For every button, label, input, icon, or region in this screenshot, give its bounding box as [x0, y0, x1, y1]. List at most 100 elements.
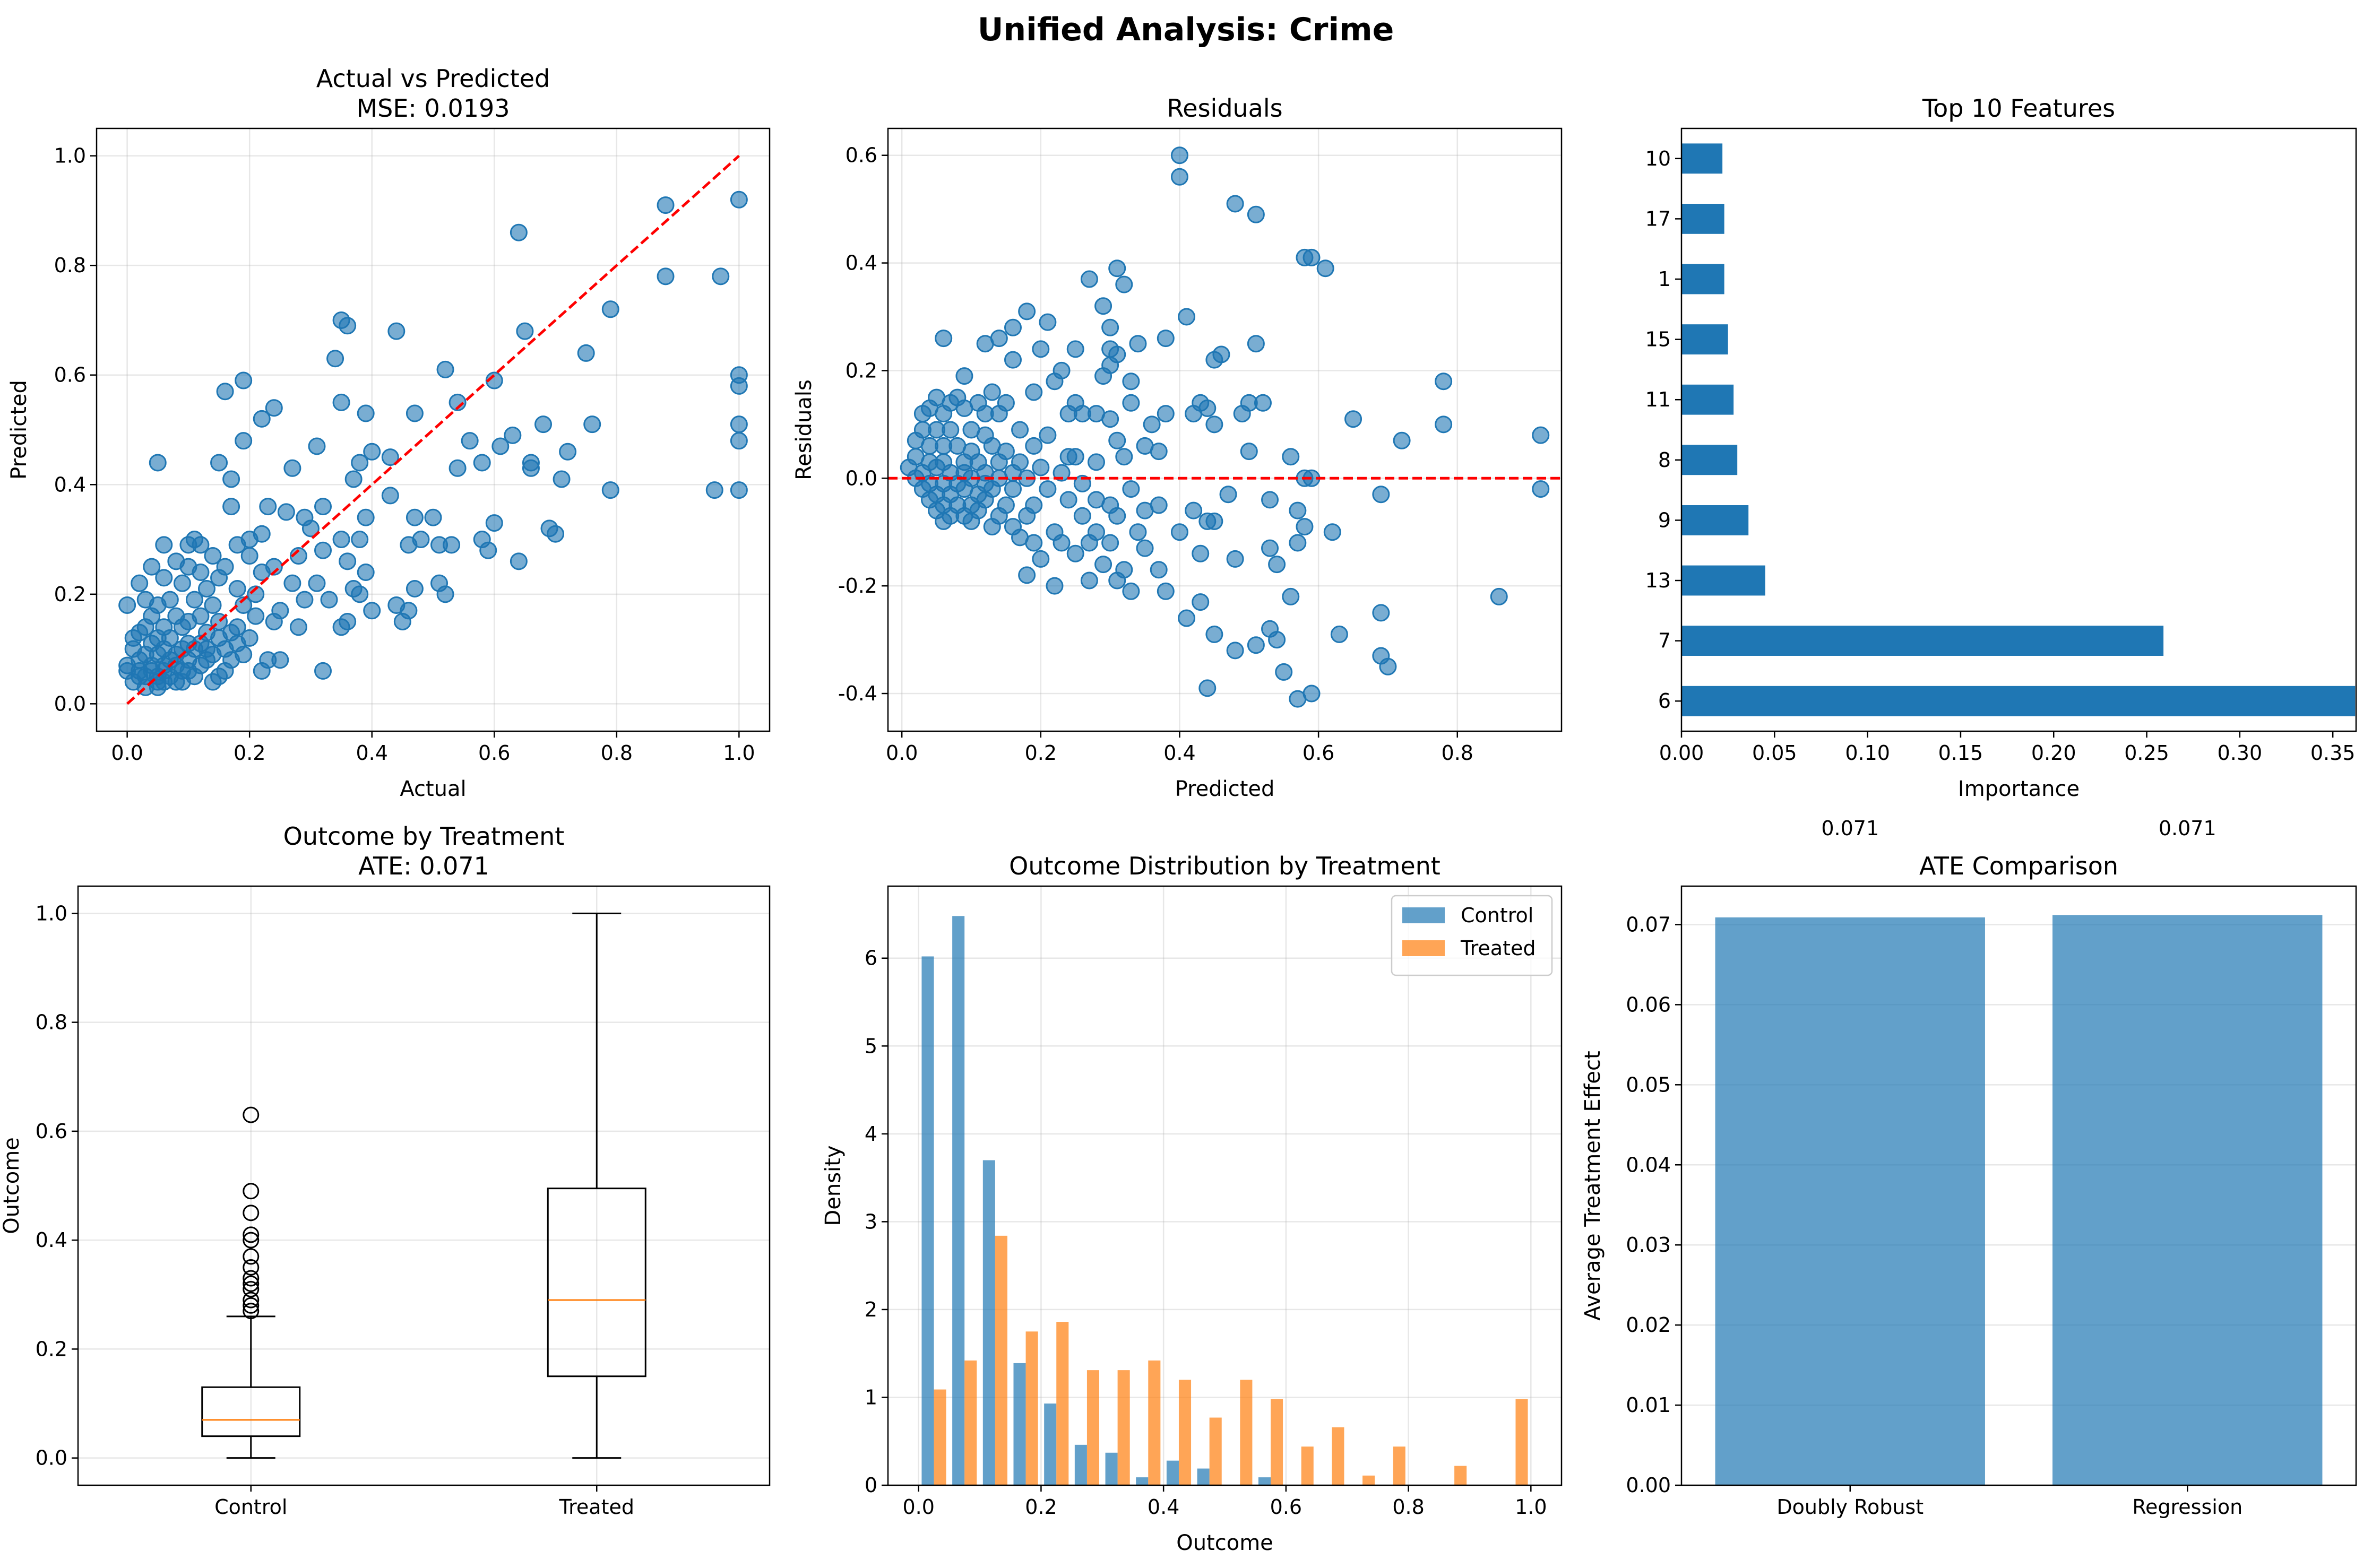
scatter-point — [253, 410, 271, 428]
scatter-point — [1094, 556, 1112, 574]
scatter-point — [204, 547, 222, 565]
hist-bar-treated — [1025, 1331, 1038, 1485]
hist-bar-treated — [1240, 1380, 1253, 1485]
y-tick-label: 0.8 — [36, 1011, 67, 1034]
scatter-point — [424, 508, 442, 526]
scatter-point — [962, 512, 980, 530]
y-tick-label: 0.05 — [1626, 1073, 1671, 1096]
y-tick-label: 0.4 — [54, 473, 86, 496]
scatter-point — [1178, 609, 1196, 627]
x-tick-label: 0.2 — [234, 741, 265, 765]
scatter-point — [955, 399, 973, 417]
scatter-point — [1268, 631, 1286, 649]
axes-frame — [1680, 127, 2357, 732]
scatter-point — [1330, 625, 1348, 643]
panel-title: MSE: 0.0193 — [356, 94, 510, 123]
hist-bar-treated — [1393, 1446, 1405, 1485]
x-axis-label: Predicted — [1175, 777, 1275, 801]
scatter-point — [1053, 464, 1071, 482]
scatter-point — [657, 267, 675, 285]
panel-top-features: 6 7 13 9 8 11 15 1 17 10 0.00 0.05 0.10 0.15 0.20 0.25 0… — [1645, 94, 2357, 801]
outlier-point — [243, 1275, 260, 1292]
y-tick-label: 6 — [865, 947, 877, 970]
scatter-point — [149, 454, 167, 472]
category-label: Control — [214, 1495, 287, 1519]
y-tick-label: 2 — [865, 1298, 877, 1321]
scatter-point — [1025, 383, 1043, 401]
scatter-point — [412, 531, 430, 549]
scatter-point — [143, 558, 161, 576]
scatter-point — [510, 223, 528, 241]
feature-bar — [1681, 565, 1765, 596]
y-tick-label: 0.06 — [1626, 993, 1671, 1016]
scatter-point — [308, 574, 326, 592]
scatter-point — [301, 519, 320, 538]
scatter-point — [1379, 657, 1397, 675]
scatter-point — [185, 591, 203, 609]
scatter-point — [534, 415, 552, 434]
feature-label: 10 — [1645, 147, 1671, 170]
feature-bar — [1681, 686, 2356, 716]
scatter-point — [173, 618, 191, 636]
hist-bar-treated — [1515, 1399, 1528, 1485]
y-tick-label: 0.6 — [36, 1120, 67, 1143]
legend-swatch — [1402, 940, 1445, 956]
scatter-point — [240, 547, 258, 565]
scatter-point — [1108, 259, 1126, 278]
axes-frame — [1680, 885, 2357, 1486]
scatter-point — [522, 459, 540, 477]
scatter-point — [1205, 415, 1223, 434]
panel-title: ATE: 0.071 — [358, 852, 489, 880]
scatter-point — [332, 393, 350, 411]
scatter-point — [1094, 367, 1112, 385]
scatter-point — [1039, 480, 1057, 498]
scatter-point — [1053, 534, 1071, 552]
y-tick-label: 0 — [865, 1474, 877, 1497]
hist-bar-treated — [1362, 1475, 1375, 1485]
y-tick-label: 1 — [865, 1385, 877, 1409]
scatter-point — [1129, 523, 1147, 541]
scatter-point — [1108, 571, 1126, 590]
scatter-point — [935, 405, 953, 423]
scatter-point — [1108, 507, 1126, 525]
scatter-point — [559, 443, 577, 461]
scatter-point — [1219, 486, 1237, 504]
scatter-point — [1372, 486, 1390, 504]
scatter-point — [265, 612, 283, 630]
scatter-point — [1254, 394, 1272, 412]
scatter-point — [1178, 308, 1196, 326]
category-label: Treated — [559, 1495, 634, 1519]
y-tick-label: 0.2 — [54, 583, 86, 606]
scatter-point — [1289, 534, 1307, 552]
scatter-point — [1150, 561, 1168, 579]
x-tick-label: 1.0 — [723, 741, 755, 765]
hist-bar-control — [921, 956, 934, 1485]
legend: Control Treated — [1391, 895, 1553, 976]
feature-label: 9 — [1658, 508, 1671, 532]
scatter-point — [326, 350, 344, 368]
scatter-point — [1122, 394, 1140, 412]
scatter-point — [935, 330, 953, 348]
x-tick-label: 0.6 — [478, 741, 510, 765]
scatter-point — [1004, 351, 1022, 369]
outlier-point — [243, 1248, 260, 1265]
feature-label: 15 — [1645, 328, 1671, 351]
scatter-point — [381, 487, 399, 505]
scatter-point — [1289, 501, 1307, 519]
value-label: 0.071 — [1821, 817, 1879, 840]
x-tick-label: 0.4 — [1163, 741, 1195, 765]
scatter-point — [1032, 550, 1050, 568]
hist-bar-control — [1258, 1477, 1271, 1485]
scatter-point — [1157, 405, 1175, 423]
scatter-point — [1532, 426, 1550, 444]
scatter-point — [1080, 534, 1098, 552]
scatter-point — [235, 432, 253, 450]
panel-residuals: 0.0 0.2 0.4 0.6 0.8 -0.4 -0.2 0.0 0.2 0.4 0.6 Resid… — [792, 94, 1563, 801]
scatter-point — [1136, 501, 1154, 519]
scatter-point — [990, 453, 1008, 471]
scatter-point — [1046, 577, 1064, 595]
scatter-point — [1032, 458, 1050, 477]
hist-bar-treated — [1454, 1466, 1467, 1485]
legend-swatch — [1402, 907, 1445, 923]
scatter-point — [730, 377, 748, 395]
